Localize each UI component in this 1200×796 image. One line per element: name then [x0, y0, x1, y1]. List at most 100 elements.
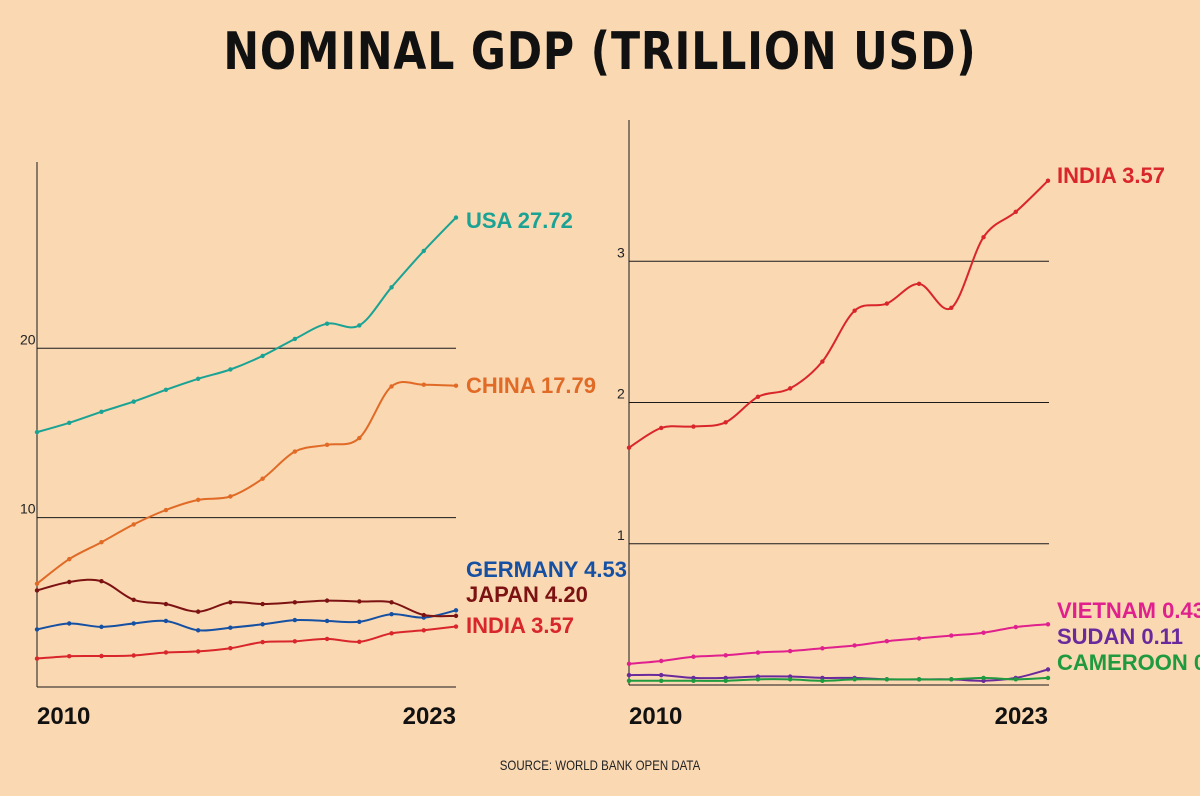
data-point-usa [453, 215, 459, 220]
series-label-usa: USA 27.72 [466, 208, 573, 233]
data-point-cameroon [949, 677, 954, 682]
data-point-sudan [1045, 667, 1051, 672]
data-point-japan [292, 600, 298, 605]
data-point-usa [67, 420, 72, 426]
data-point-usa [228, 367, 233, 372]
data-point-cameroon [659, 678, 664, 683]
data-point-china [195, 497, 201, 503]
data-point-vietnam [1013, 624, 1018, 630]
y-tick-label: 1 [617, 527, 625, 543]
data-point-vietnam [916, 636, 922, 641]
data-point-india [67, 653, 72, 659]
data-point-vietnam [884, 639, 890, 644]
data-point-china [99, 540, 104, 545]
data-point-china [421, 382, 426, 387]
data-point-cameroon [852, 677, 857, 682]
y-tick-label: 3 [617, 244, 625, 260]
data-point-japan [99, 578, 104, 584]
data-point-india [292, 639, 298, 644]
source-note: SOURCE: WORLD BANK OPEN DATA [499, 757, 701, 773]
data-point-japan [34, 588, 40, 593]
data-point-cameroon [626, 678, 632, 683]
data-point-vietnam [1045, 622, 1051, 627]
data-point-india [949, 305, 954, 311]
data-point-vietnam [787, 648, 793, 654]
data-point-vietnam [949, 633, 954, 638]
data-point-cameroon [755, 677, 761, 682]
data-point-india [1045, 178, 1051, 183]
data-point-germany [67, 621, 72, 626]
data-point-china [357, 435, 362, 441]
series-label-india: INDIA 3.57 [466, 613, 574, 638]
series-line-sudan [628, 668, 1049, 682]
data-point-china [67, 556, 72, 562]
data-point-japan [260, 601, 265, 607]
data-point-india [131, 653, 136, 658]
x-tick-label-end: 2023 [403, 703, 456, 730]
series-line-india [36, 625, 457, 660]
data-point-india [195, 649, 201, 654]
data-point-sudan [626, 672, 632, 678]
data-point-vietnam [852, 643, 857, 648]
data-point-usa [292, 336, 298, 342]
data-point-japan [163, 601, 169, 607]
data-point-india [260, 639, 265, 645]
data-point-india [1013, 209, 1018, 215]
data-point-usa [324, 321, 330, 326]
data-point-vietnam [659, 658, 664, 664]
series-label-germany: GERMANY 4.53 [466, 557, 627, 582]
data-point-germany [260, 622, 265, 627]
data-point-germany [131, 621, 136, 626]
chart-panel-left: 10 20 2010 2023 USA 27.72 CHINA 17.79 GERMANY … [20, 162, 627, 730]
data-point-india [852, 308, 857, 313]
data-point-china [324, 442, 330, 448]
data-point-india [884, 301, 890, 306]
data-point-china [453, 383, 459, 388]
data-point-india [916, 281, 922, 287]
series-line-usa [36, 216, 457, 434]
series-label-cameroon: CAMEROON 0.05 [1057, 650, 1200, 675]
data-point-india [99, 653, 104, 659]
data-point-germany [389, 611, 394, 617]
data-point-china [131, 522, 136, 527]
data-point-india [755, 394, 761, 400]
data-point-usa [260, 353, 265, 359]
data-point-india [228, 646, 233, 651]
data-point-usa [99, 409, 104, 414]
data-point-japan [131, 597, 136, 602]
data-point-india [163, 650, 169, 655]
data-point-germany [99, 624, 104, 630]
data-point-japan [357, 599, 362, 604]
series-label-japan: JAPAN 4.20 [466, 582, 588, 607]
data-point-usa [389, 285, 394, 290]
data-point-china [260, 476, 265, 481]
data-point-cameroon [916, 677, 922, 682]
data-point-germany [163, 618, 169, 624]
data-point-germany [292, 617, 298, 623]
data-point-india [820, 359, 825, 364]
data-point-cameroon [1013, 677, 1018, 682]
data-point-usa [421, 248, 426, 254]
data-point-germany [324, 618, 330, 624]
data-point-india [421, 628, 426, 633]
data-point-india [787, 386, 793, 391]
data-point-india [723, 420, 728, 425]
data-point-germany [195, 628, 201, 633]
series-line-cameroon [628, 676, 1049, 682]
data-point-vietnam [626, 661, 632, 667]
data-point-india [659, 425, 664, 431]
data-point-cameroon [691, 678, 696, 683]
data-point-cameroon [884, 677, 890, 682]
data-point-vietnam [820, 646, 825, 651]
data-point-usa [357, 323, 362, 328]
data-point-china [34, 581, 40, 586]
data-point-vietnam [691, 654, 696, 659]
series-label-india: INDIA 3.57 [1057, 163, 1165, 188]
data-point-india [981, 235, 986, 240]
data-point-india [453, 624, 459, 629]
page-title: NOMINAL GDP (TRILLION USD) [223, 22, 977, 82]
data-point-japan [67, 579, 72, 585]
series-line-vietnam [628, 623, 1049, 665]
series-line-germany [36, 609, 457, 632]
data-point-japan [324, 598, 330, 603]
